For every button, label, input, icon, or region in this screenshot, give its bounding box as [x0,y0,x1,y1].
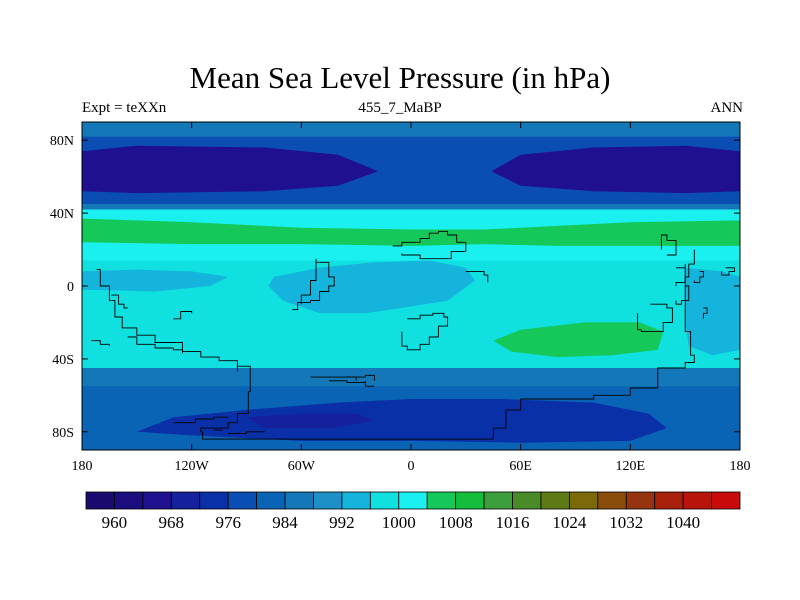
coastline-17 [675,285,690,305]
coastline-3 [173,311,193,320]
y-tick-label: 80S [52,426,74,441]
colorbar-box [85,491,115,510]
x-tick-label: 60E [509,459,532,474]
coastline-18 [693,270,704,283]
colorbar-box [398,491,428,510]
x-tick-label: 120E [616,459,646,474]
y-tick-label: 0 [67,280,74,295]
x-tick-label: 60W [288,459,316,474]
colorbar-label: 1032 [609,513,643,532]
colorbar-box [284,491,314,510]
colorbar-label: 1000 [382,513,416,532]
coastline-10 [292,258,335,311]
chart-subtitle-right: ANN [710,100,744,116]
field-region-antarctic-core [246,413,375,429]
x-tick-label: 0 [408,459,415,474]
colorbar-box [512,491,542,510]
coastline-20 [702,307,708,319]
colorbar-box [256,491,286,510]
pressure-field [82,122,740,450]
field-region-north-low-east [491,145,740,194]
colorbar-label: 1040 [666,513,700,532]
colorbar-box [625,491,656,510]
field-region-north-low-west [82,145,379,194]
colorbar: 960 968 976 984 992 1000 1008 1016 1024 1032 1040 [85,491,741,532]
coastline-4 [91,340,110,347]
field-region-equatorial-trough-west [82,269,229,292]
colorbar-label: 1016 [496,513,530,532]
chart-subtitle-left: Expt = teXXn [82,100,167,116]
x-tick-label: 180 [730,459,751,474]
colorbar-label: 968 [159,513,185,532]
colorbar-box [654,491,684,510]
colorbar-box [568,491,599,510]
colorbar-box [455,491,485,510]
coastline-14 [637,303,673,333]
coastline-8 [347,374,375,381]
coastline-6 [228,431,265,435]
x-tick-label: 120W [175,459,210,474]
coastline-12 [401,312,449,351]
colorbar-box [597,491,627,510]
coastline-13 [465,270,489,283]
x-tick-label: 180 [72,459,93,474]
colorbar-label: 1024 [552,513,587,532]
colorbar-box [540,491,570,510]
coastline-15 [660,234,677,256]
colorbar-box [369,491,400,510]
axis-ticks: 180 120W 60W 0 60E 120E 180 80N 40N 0 40S 80S [50,122,751,474]
coastline-22 [328,380,375,387]
coastline-5 [173,416,229,424]
coastline-19 [721,267,735,276]
colorbar-box [114,491,144,510]
coastline-11 [392,230,467,260]
y-tick-label: 40S [52,353,74,368]
colorbar-box [313,491,343,510]
coastline-0 [96,249,695,440]
coastline-1 [127,336,183,354]
y-tick-label: 40N [50,207,74,222]
colorbar-box [426,491,457,510]
field-region-antarctic-south-trough [136,399,667,443]
colorbar-box [341,491,371,510]
colorbar-label: 960 [102,513,128,532]
colorbar-box [682,491,712,510]
colorbar-label: 976 [215,513,241,532]
colorbar-box [711,491,741,510]
chart-title: Mean Sea Level Pressure (in hPa) [189,60,611,95]
coastlines [91,230,735,440]
colorbar-box [227,491,257,510]
colorbar-box [142,491,172,510]
field-region-equatorial-trough-east [685,267,740,356]
colorbar-box [199,491,229,510]
coastline-16 [675,264,686,286]
colorbar-label: 984 [272,513,298,532]
colorbar-label: 992 [329,513,355,532]
colorbar-box [483,491,513,510]
y-tick-label: 80N [50,134,74,149]
coastline-2 [111,294,128,309]
colorbar-box [170,491,201,510]
field-region-subtropical-high-north [82,218,740,246]
colorbar-label: 1008 [439,513,473,532]
chart-subtitle-center: 455_7_MaBP [358,100,442,116]
field-region-southern-high [493,322,664,358]
